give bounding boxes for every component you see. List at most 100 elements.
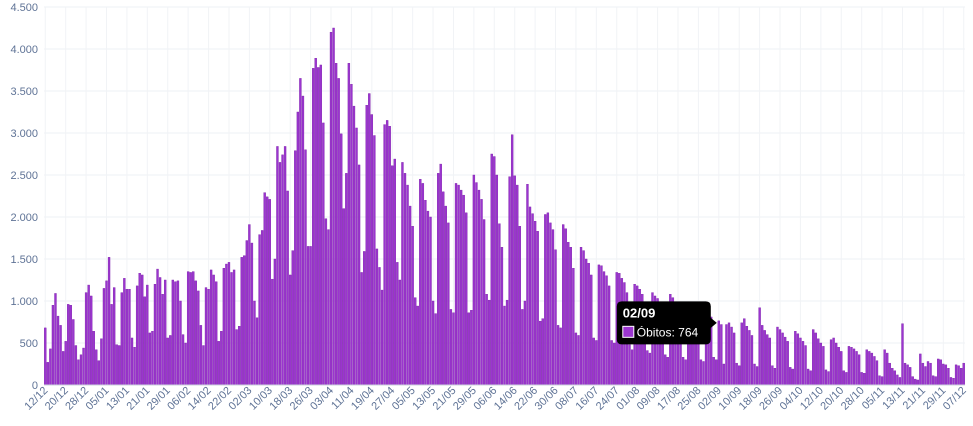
- bar: [95, 349, 98, 386]
- bar: [197, 290, 200, 386]
- bar: [868, 351, 871, 386]
- bar: [957, 365, 960, 386]
- bar: [403, 173, 407, 386]
- bar: [388, 126, 391, 386]
- bar: [584, 258, 588, 386]
- bar: [271, 278, 274, 386]
- bar: [429, 216, 432, 386]
- bar: [526, 184, 529, 386]
- bar: [888, 362, 891, 386]
- y-tick-label: 2.500: [10, 170, 38, 182]
- bar: [227, 262, 231, 386]
- bar: [273, 258, 277, 386]
- bar: [232, 269, 236, 386]
- bar: [141, 274, 144, 386]
- bar: [245, 240, 248, 386]
- tooltip-swatch: [622, 325, 635, 338]
- bar: [199, 325, 203, 386]
- bar: [600, 265, 603, 386]
- bar: [510, 134, 514, 386]
- y-tick-label: 3.000: [10, 128, 38, 140]
- bar: [750, 335, 754, 386]
- bar: [314, 58, 317, 386]
- bar: [130, 337, 134, 386]
- bar: [148, 332, 152, 386]
- bar: [319, 64, 322, 386]
- bar: [100, 338, 103, 386]
- bar: [452, 312, 455, 386]
- bar: [286, 190, 289, 386]
- bar: [809, 370, 812, 386]
- bar: [477, 189, 481, 386]
- bar: [549, 222, 552, 386]
- bar: [97, 360, 101, 386]
- bar: [865, 349, 868, 386]
- bar: [194, 280, 197, 386]
- bar: [605, 275, 608, 386]
- bar: [929, 362, 932, 386]
- bar: [51, 305, 55, 386]
- bar: [289, 274, 292, 386]
- bar: [396, 262, 399, 386]
- bar: [648, 352, 652, 386]
- bar: [684, 359, 687, 386]
- bar: [783, 336, 787, 386]
- bar: [414, 297, 417, 386]
- bar: [475, 182, 478, 386]
- bar: [176, 280, 180, 386]
- bar: [878, 375, 881, 386]
- bar: [383, 124, 386, 386]
- bar: [901, 323, 904, 386]
- bar: [597, 264, 601, 386]
- bar: [212, 274, 215, 386]
- bar: [482, 219, 486, 386]
- bar: [192, 271, 195, 386]
- bar: [238, 326, 241, 386]
- bar: [827, 371, 830, 386]
- bar: [230, 272, 233, 386]
- bar: [528, 206, 532, 386]
- bar: [758, 307, 761, 386]
- bar: [125, 289, 129, 386]
- bar: [102, 288, 106, 386]
- bar: [171, 279, 175, 386]
- bar: [914, 378, 917, 386]
- bar: [857, 354, 861, 386]
- bar: [59, 325, 62, 386]
- bar: [924, 366, 927, 386]
- bar: [875, 360, 879, 386]
- bar: [385, 120, 389, 386]
- tooltip-box: [616, 301, 717, 345]
- bar: [786, 341, 789, 386]
- bar: [112, 287, 116, 386]
- bar: [235, 329, 238, 386]
- bar: [921, 362, 925, 386]
- y-tick-label: 4.500: [10, 2, 38, 14]
- bar: [454, 183, 458, 386]
- bar: [536, 231, 539, 386]
- bar: [317, 67, 320, 386]
- bar: [916, 379, 919, 386]
- x-tick-label: 07/12: [941, 385, 969, 413]
- bar: [115, 344, 118, 386]
- bar: [67, 304, 70, 386]
- bar: [906, 364, 909, 386]
- bar: [911, 376, 914, 386]
- bar: [248, 224, 251, 386]
- bar: [628, 344, 631, 386]
- bar: [755, 366, 759, 386]
- bar: [207, 289, 210, 386]
- bar: [457, 184, 460, 386]
- bar: [436, 173, 440, 386]
- bar: [365, 105, 368, 386]
- bar: [322, 122, 325, 386]
- bar: [505, 299, 509, 386]
- bar: [110, 304, 113, 386]
- bar: [169, 335, 172, 386]
- bar: [151, 331, 154, 386]
- bar: [447, 222, 450, 386]
- bar: [61, 351, 65, 386]
- bar: [204, 287, 208, 386]
- x-tick-label: 21/11: [901, 385, 928, 412]
- bar: [92, 331, 95, 386]
